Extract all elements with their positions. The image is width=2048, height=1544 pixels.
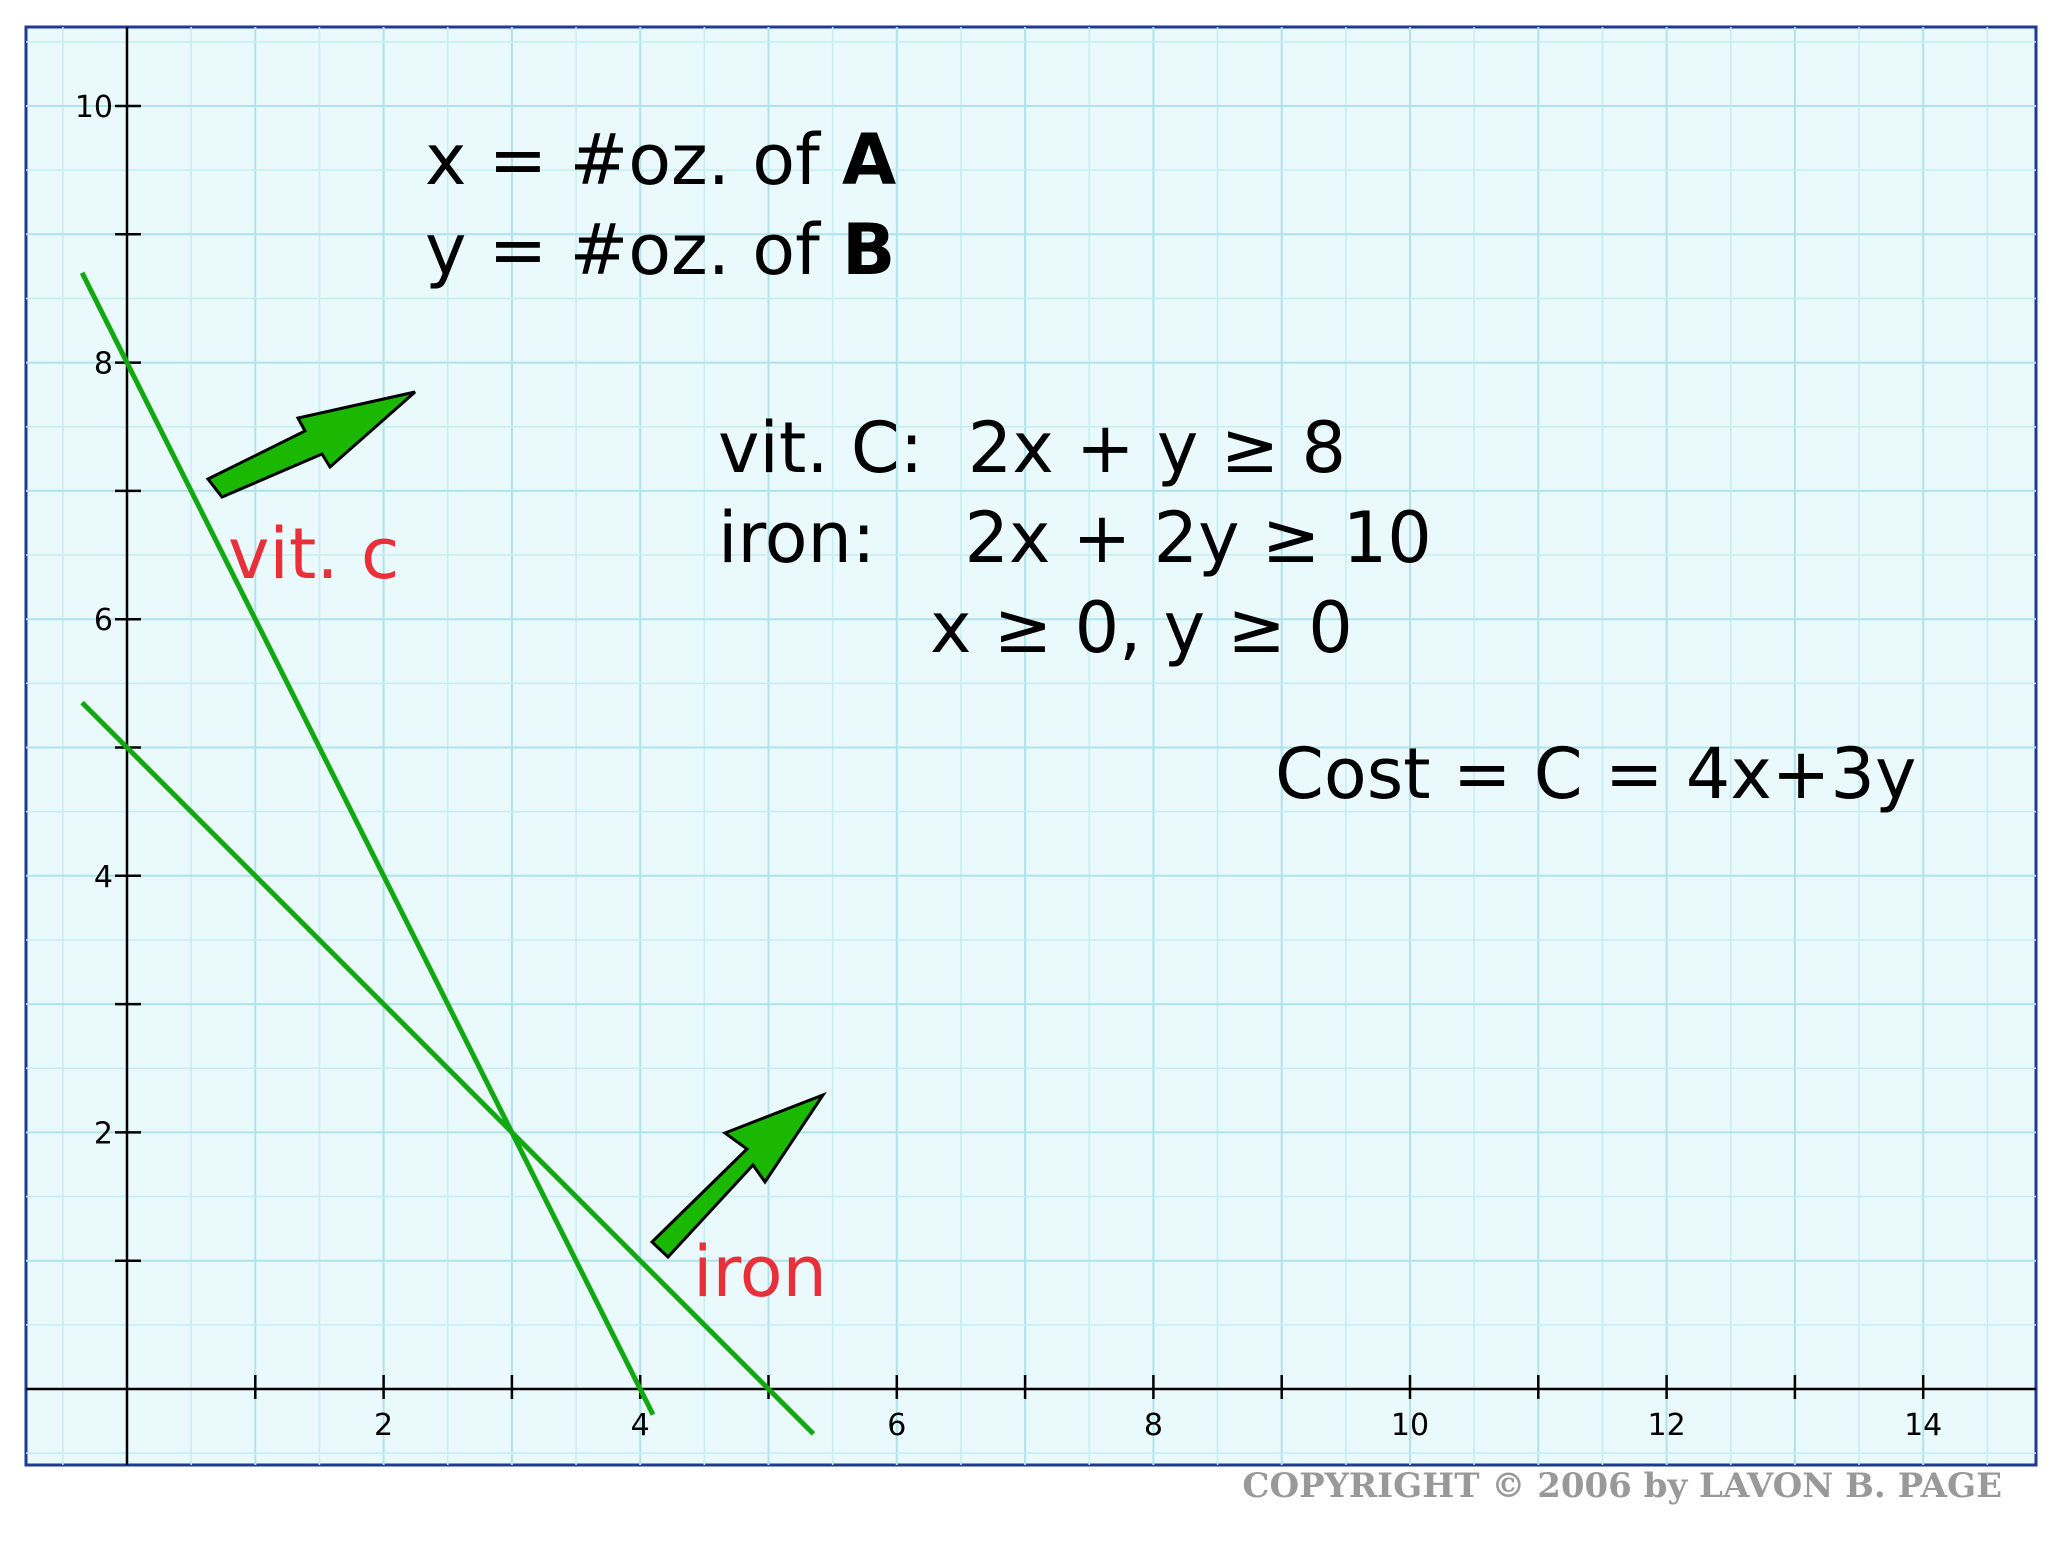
x-tick-label: 8 (1144, 1408, 1163, 1443)
y-definition: y = #oz. of B (425, 209, 895, 291)
iron-constraint: iron: 2x + 2y ≥ 10 (718, 497, 1432, 579)
x-tick-label: 12 (1648, 1408, 1686, 1443)
y-tick-label: 8 (94, 347, 113, 382)
plot-frame (24, 25, 2038, 1467)
iron-line-label: iron (693, 1231, 827, 1313)
y-tick-label: 6 (94, 603, 113, 638)
x-tick-label: 10 (1391, 1408, 1429, 1443)
x-definition: x = #oz. of A (425, 119, 896, 201)
x-tick-label: 2 (374, 1408, 393, 1443)
nonnegativity-constraint: x ≥ 0, y ≥ 0 (930, 587, 1353, 669)
series-line-vitc (79, 271, 656, 1416)
x-tick-label: 4 (631, 1408, 650, 1443)
x-tick-label: 6 (887, 1408, 906, 1443)
iron-direction-arrow-icon (649, 1091, 827, 1260)
ticks: 2 4 6 8 10 12 14 2 4 6 8 10 (75, 90, 1942, 1443)
series-layer (79, 271, 816, 1436)
copyright-notice: COPYRIGHT © 2006 by LAVON B. PAGE (1242, 1466, 2002, 1506)
vitc-constraint: vit. C: 2x + y ≥ 8 (718, 407, 1346, 489)
grid (26, 27, 2036, 1465)
y-tick-label: 10 (75, 90, 113, 125)
vitc-direction-arrow-icon (205, 390, 416, 499)
vitc-line-label: vit. c (228, 513, 399, 595)
cost-function: Cost = C = 4x+3y (1275, 733, 1916, 815)
y-tick-label: 2 (94, 1116, 113, 1151)
y-tick-label: 4 (94, 860, 113, 895)
x-tick-label: 14 (1904, 1408, 1942, 1443)
series-line-iron (80, 700, 816, 1436)
